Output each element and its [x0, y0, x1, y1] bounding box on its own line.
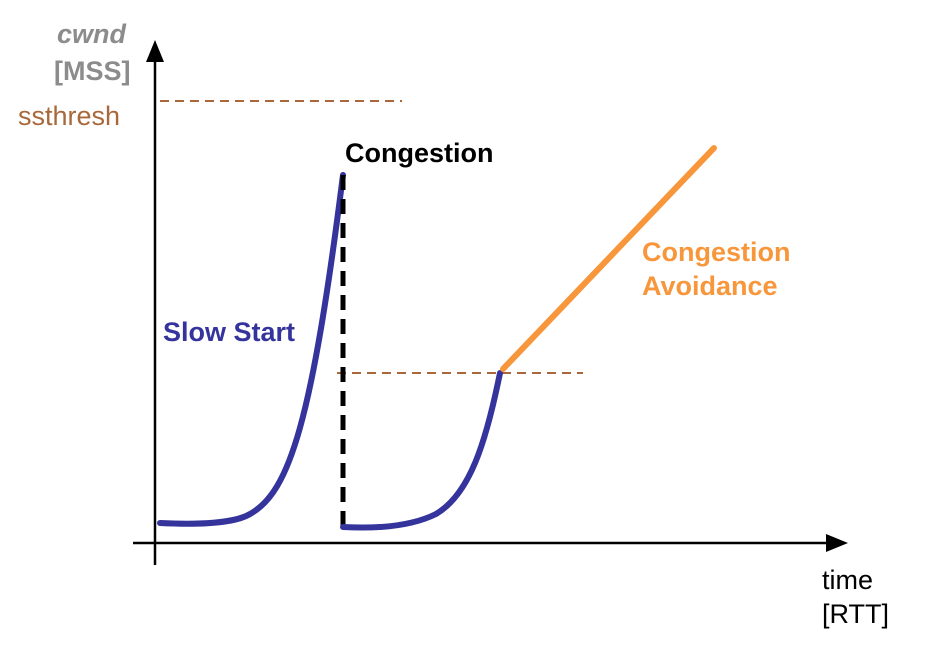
y-axis-arrow-icon [146, 40, 164, 62]
slow-start-curve [157, 172, 346, 527]
congestion-label: Congestion [345, 138, 494, 168]
ssthresh-label: ssthresh [18, 101, 120, 131]
congestion-avoidance-label-line2: Avoidance [642, 271, 778, 301]
y-axis-unit: [MSS] [54, 56, 131, 86]
y-axis-name: cwnd [57, 19, 127, 49]
slow-start-label: Slow Start [163, 317, 295, 347]
x-axis-arrow-icon [826, 534, 848, 552]
congestion-avoidance-label-line1: Congestion [642, 237, 791, 267]
x-axis-unit: [RTT] [822, 599, 889, 629]
x-axis-name: time [822, 565, 873, 595]
slow-start-curve-2 [340, 370, 503, 531]
congestion-avoidance-line [500, 145, 717, 372]
